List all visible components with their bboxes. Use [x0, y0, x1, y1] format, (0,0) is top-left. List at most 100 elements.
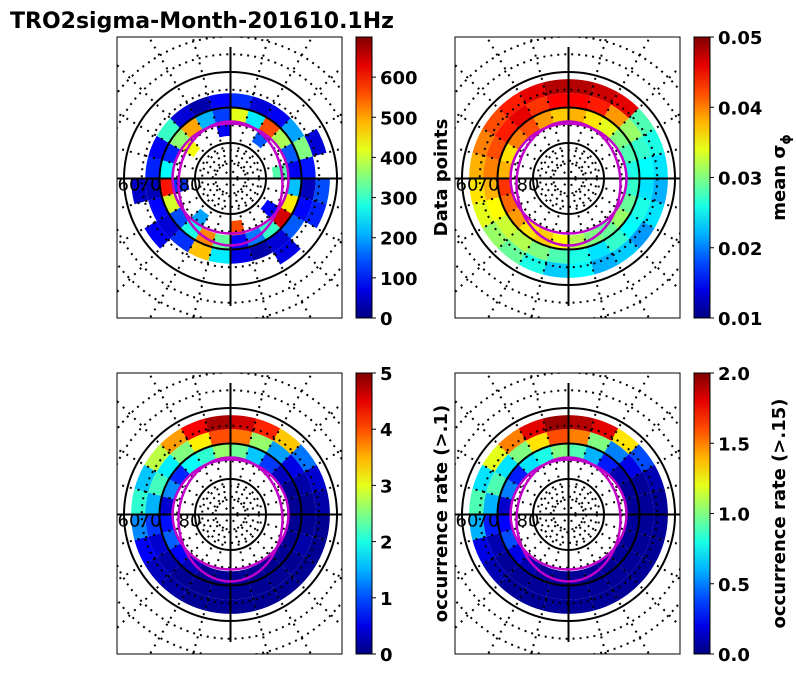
grid-spoke-dotted: [239, 65, 342, 170]
grid-spoke-dotted: [117, 147, 218, 176]
heatmap-cell: [550, 443, 569, 460]
heatmap-cell: [144, 444, 171, 472]
grid-spoke-dotted: [580, 184, 680, 245]
heatmap-cell: [604, 104, 629, 129]
grid-spoke-dotted: [117, 111, 219, 173]
heatmap-cell: [230, 415, 257, 433]
heatmap-cell: [304, 464, 327, 493]
heatmap-cell: [518, 418, 547, 441]
heatmap-cell: [542, 415, 569, 433]
colorbar-tick-label: 200: [380, 229, 418, 250]
grid-spoke-dotted: [243, 483, 342, 512]
heatmap-cell: [637, 492, 654, 515]
grid-spoke-dotted: [455, 399, 560, 506]
heatmap-cell: [134, 536, 157, 565]
heatmap-cell: [273, 238, 301, 265]
grid-spoke-dotted: [243, 181, 342, 210]
grid-spoke-dotted: [233, 527, 269, 654]
heatmap-cell: [230, 429, 253, 446]
grid-spoke-dotted: [577, 523, 680, 628]
heatmap-cell: [469, 488, 487, 515]
grid-spoke-dotted: [236, 37, 314, 167]
grid-spoke-dotted: [243, 517, 342, 546]
oval-boundary-2: [515, 120, 622, 247]
grid-spoke-dotted: [529, 373, 566, 502]
heatmap-cell: [518, 252, 547, 275]
grid-spoke-dotted: [571, 191, 607, 318]
grid-spoke-dotted: [117, 483, 218, 512]
colorbar-tick-label: 1: [380, 589, 393, 610]
grid-spoke-dotted: [147, 37, 225, 167]
heatmap-cell: [494, 454, 519, 479]
heatmap-cell: [590, 418, 619, 441]
heatmap-cell: [230, 247, 253, 264]
heatmap-cell: [230, 583, 253, 600]
grid-spoke-dotted: [455, 523, 560, 630]
grid-spoke-dotted: [236, 373, 314, 503]
colorbar-tick-label: 0.0: [718, 645, 750, 666]
grid-spoke-dotted: [486, 190, 563, 318]
heatmap-cell: [266, 104, 291, 129]
axes-frame: [454, 372, 681, 655]
grid-spoke-dotted: [455, 63, 560, 170]
heatmap-cell: [518, 82, 547, 105]
lat-label: 60: [118, 175, 141, 196]
heatmap-cell: [230, 93, 253, 110]
heatmap-cell: [273, 428, 301, 455]
grid-spoke-dotted: [117, 184, 219, 246]
grid-spoke-dotted: [455, 447, 557, 509]
heatmap-cell: [273, 574, 301, 601]
colorbar-label: occurrence rate (>.15): [769, 399, 790, 629]
colorbar-tick-label: 0.04: [718, 98, 762, 119]
colorbar-gradient: [355, 36, 373, 319]
heatmap-cell: [280, 118, 305, 143]
grid-spoke-dotted: [577, 401, 680, 506]
heatmap-cell: [208, 247, 231, 264]
heatmap-cell: [144, 221, 171, 249]
grid-spoke-dotted: [455, 184, 557, 246]
lat-label: 60: [456, 511, 479, 532]
heatmap-cell: [611, 428, 639, 455]
oval-boundary-1: [171, 458, 290, 571]
heatmap-cell: [542, 596, 569, 614]
grid-spoke-dotted: [455, 520, 557, 582]
heatmap-cell: [230, 107, 249, 124]
grid-spoke-dotted: [117, 517, 218, 546]
heatmap-cell: [568, 79, 595, 97]
heatmap-cell: [208, 583, 231, 600]
grid-spoke-dotted: [236, 190, 313, 318]
heatmap-cell: [590, 82, 619, 105]
heatmap-cell: [546, 247, 569, 264]
heatmap-cell: [482, 557, 509, 585]
colorbar: 0 100 200 300 400 500 600 Data points: [355, 36, 452, 330]
axes-frame: [116, 372, 343, 655]
heatmap-cell: [546, 429, 569, 446]
grid-spoke-dotted: [571, 37, 608, 166]
heatmap-cell: [266, 228, 291, 253]
oval-boundary-2: [515, 456, 622, 583]
heatmap-cell: [550, 107, 569, 124]
heatmap-cell: [190, 208, 210, 228]
grid-spoke-dotted: [147, 373, 225, 503]
grid-spoke-dotted: [148, 526, 225, 654]
heatmap-cell: [299, 156, 316, 179]
grid-spoke-dotted: [574, 373, 652, 503]
grid-spoke-dotted: [239, 523, 342, 628]
heatmap-cell: [628, 108, 655, 136]
heatmap-cell: [604, 564, 629, 589]
heatmap-cell: [266, 564, 291, 589]
heatmap-cell: [280, 454, 305, 479]
grid-spoke-dotted: [455, 147, 556, 176]
heatmap-cell: [508, 104, 533, 129]
heatmap-cell: [604, 440, 629, 465]
heatmap-cell: [568, 93, 591, 110]
heatmap-cell: [145, 178, 162, 201]
grid-spoke-dotted: [571, 527, 607, 654]
grid-spoke-dotted: [117, 63, 222, 170]
lat-label: 80: [179, 511, 202, 532]
colorbar-tick-label: 0.05: [718, 28, 762, 49]
